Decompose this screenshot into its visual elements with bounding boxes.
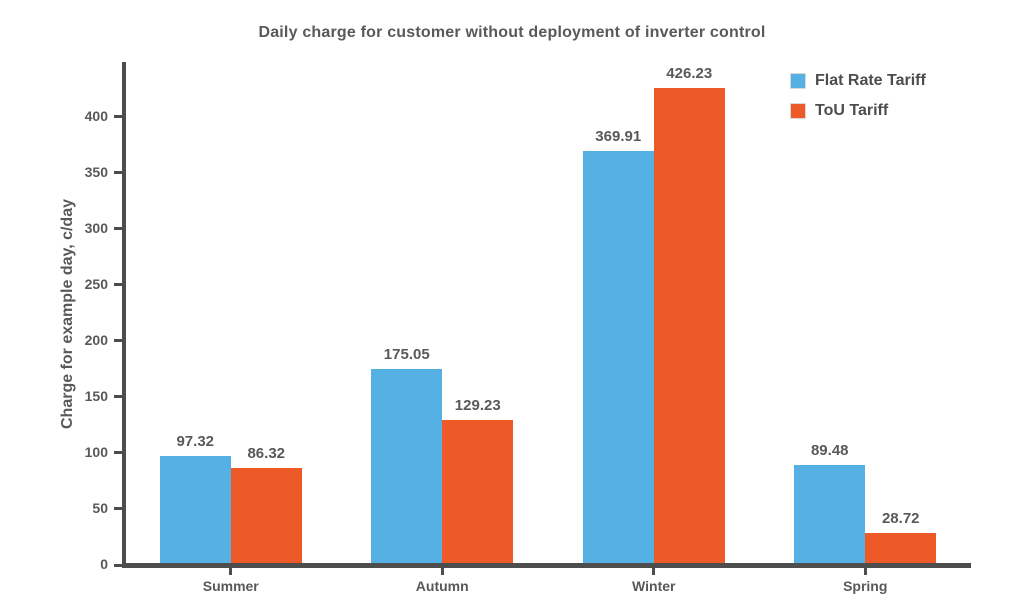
bar-flat-rate-tariff xyxy=(582,150,654,565)
x-tick xyxy=(440,568,444,575)
x-tick-label: Spring xyxy=(843,578,888,594)
y-tick xyxy=(114,283,123,287)
legend-item-tou-tariff: ToU Tariff xyxy=(790,102,926,120)
y-tick-label: 150 xyxy=(84,387,108,404)
x-tick xyxy=(652,568,656,575)
bar-value-label: 28.72 xyxy=(881,509,920,527)
bar-flat-rate-tariff xyxy=(159,455,231,565)
y-tick xyxy=(114,339,123,343)
y-tick-label: 350 xyxy=(84,163,108,180)
y-tick-label: 300 xyxy=(84,219,108,236)
bar-value-label: 129.23 xyxy=(454,397,501,415)
y-tick-label: 250 xyxy=(84,275,108,292)
y-tick xyxy=(114,115,123,119)
legend-item-flat-rate-tariff: Flat Rate Tariff xyxy=(790,72,926,90)
legend-swatch-icon xyxy=(790,73,806,89)
bar-value-label: 86.32 xyxy=(247,445,286,463)
y-tick-label: 100 xyxy=(84,443,108,460)
y-tick xyxy=(114,227,123,231)
bar-value-label: 175.05 xyxy=(383,345,430,363)
bar-tou-tariff xyxy=(442,420,514,565)
x-tick xyxy=(863,568,867,575)
y-tick xyxy=(114,507,123,511)
x-tick-label: Winter xyxy=(632,578,676,594)
y-tick-label: 50 xyxy=(92,499,108,516)
x-tick-label: Summer xyxy=(202,578,259,594)
legend: Flat Rate Tariff ToU Tariff xyxy=(790,72,926,132)
bar-flat-rate-tariff xyxy=(794,464,866,565)
y-axis-line xyxy=(122,62,126,568)
y-tick-label: 0 xyxy=(100,556,108,572)
bar-tou-tariff xyxy=(653,87,725,565)
bar-tou-tariff xyxy=(230,468,302,565)
bar-value-label: 89.48 xyxy=(810,441,849,459)
chart-title: Daily charge for customer without deploy… xyxy=(258,24,766,41)
legend-label: Flat Rate Tariff xyxy=(815,72,926,89)
bar-value-label: 97.32 xyxy=(176,432,215,450)
y-tick-label: 400 xyxy=(84,107,108,124)
y-tick xyxy=(114,451,123,455)
bar-tou-tariff xyxy=(865,532,937,565)
y-tick xyxy=(114,563,123,567)
y-tick-label: 200 xyxy=(84,331,108,348)
bar-value-label: 369.91 xyxy=(595,127,642,145)
bar-flat-rate-tariff xyxy=(371,368,443,565)
y-tick xyxy=(114,171,123,175)
x-tick xyxy=(229,568,233,575)
legend-label: ToU Tariff xyxy=(815,102,889,119)
bar-value-label: 426.23 xyxy=(666,64,713,82)
y-tick xyxy=(114,395,123,399)
x-tick-label: Autumn xyxy=(415,578,469,594)
legend-swatch-icon xyxy=(790,103,806,119)
x-axis-line xyxy=(122,563,971,568)
